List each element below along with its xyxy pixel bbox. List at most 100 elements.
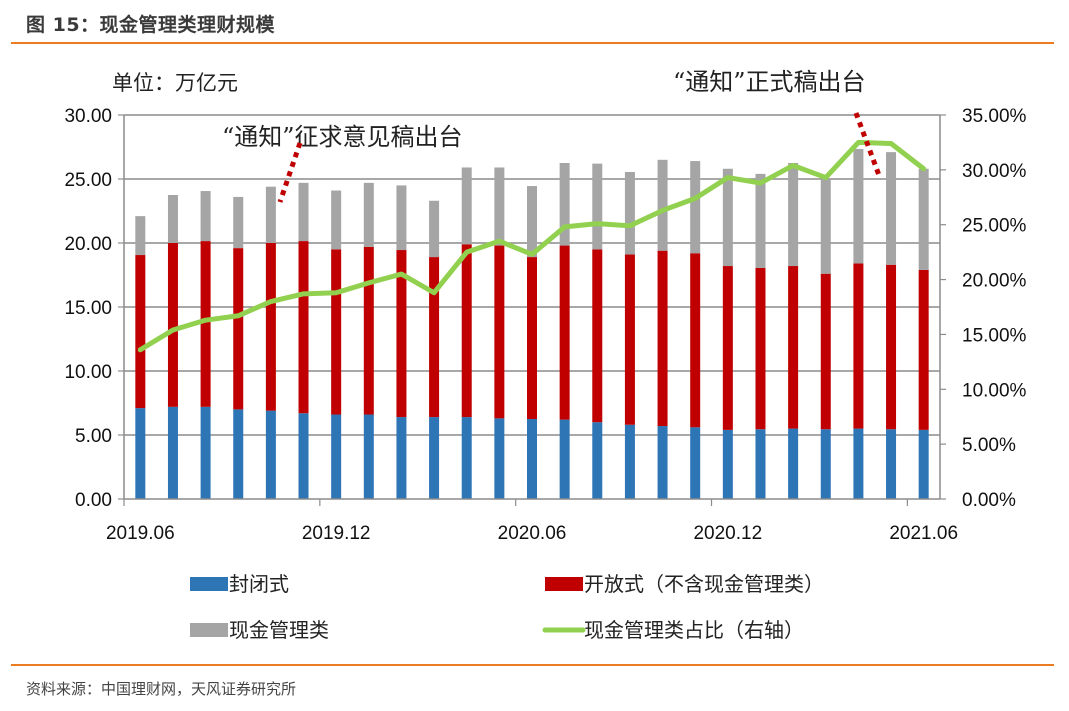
bar-segment-cash <box>429 200 440 258</box>
unit-label: 单位：万亿元 <box>112 71 238 95</box>
bar-segment-open <box>331 249 342 415</box>
y2-tick-label: 15.00% <box>962 325 1027 346</box>
bar-segment-closed <box>886 429 897 499</box>
bar-segment-closed <box>200 406 211 499</box>
bar-segment-closed <box>853 428 864 499</box>
annotations: 单位：万亿元 “通知”征求意见稿出台 “通知”正式稿出台 <box>112 68 883 203</box>
y-tick-label: 25.00 <box>64 170 112 191</box>
bar-segment-open <box>135 255 146 409</box>
bar-segment-closed <box>396 417 407 499</box>
legend-label-open: 开放式（不含现金管理类） <box>584 572 824 596</box>
bar-segment-cash <box>461 167 472 245</box>
bar-segment-open <box>853 263 864 429</box>
x-tick-label: 2020.06 <box>498 523 567 544</box>
bar-segment-closed <box>233 409 244 499</box>
bar-segment-cash <box>200 191 211 242</box>
bar-segment-open <box>657 250 668 427</box>
bar-segment-closed <box>592 422 603 499</box>
y-tick-label: 5.00 <box>75 426 112 447</box>
bar-segment-closed <box>494 418 505 499</box>
bar-segment-cash <box>592 163 603 250</box>
annotation-draft-pointer <box>277 142 303 203</box>
bar-segment-cash <box>559 163 570 246</box>
bar-segment-closed <box>265 410 276 499</box>
bar-segment-open <box>690 253 701 428</box>
bar-segment-cash <box>331 190 342 250</box>
bar-segment-closed <box>788 428 799 499</box>
bar-segment-open <box>396 250 407 418</box>
bar-segment-cash <box>918 168 929 270</box>
y-tick-label: 30.00 <box>64 106 112 127</box>
bar-segment-cash <box>298 182 309 242</box>
bar-segment-cash <box>755 173 766 268</box>
y-tick-label: 15.00 <box>64 298 112 319</box>
bar-segment-closed <box>135 408 146 499</box>
x-tick-label: 2019.12 <box>302 523 371 544</box>
bar-segment-closed <box>527 419 537 499</box>
bar-segment-open <box>820 273 831 430</box>
bar-segment-cash <box>527 186 537 258</box>
bar-segment-open <box>461 244 472 418</box>
source-note: 资料来源：中国理财网，天风证券研究所 <box>26 680 297 698</box>
bar-segment-open <box>527 257 537 419</box>
y-tick-label: 0.00 <box>75 490 112 511</box>
bar-segment-closed <box>918 429 929 499</box>
bar-segment-open <box>429 257 440 418</box>
bar-segment-closed <box>429 417 440 499</box>
figure-title: 图 15：现金管理类理财规模 <box>26 14 276 36</box>
bar-segment-closed <box>820 429 831 499</box>
bar-segment-open <box>755 267 766 430</box>
bar-series <box>135 148 929 499</box>
bar-segment-cash <box>624 171 635 255</box>
y2-tick-label: 10.00% <box>962 380 1027 401</box>
bar-segment-cash <box>494 167 505 246</box>
bar-segment-open <box>592 249 603 423</box>
y-tick-label: 20.00 <box>64 234 112 255</box>
y2-tick-label: 20.00% <box>962 271 1027 292</box>
bar-segment-closed <box>755 429 766 499</box>
y2-tick-label: 0.00% <box>962 490 1016 511</box>
source-divider <box>11 664 1054 666</box>
legend: 封闭式 开放式（不含现金管理类） 现金管理类 现金管理类占比（右轴） <box>190 572 824 642</box>
bar-segment-cash <box>363 182 374 247</box>
legend-label-ratio: 现金管理类占比（右轴） <box>584 618 804 642</box>
bar-segment-closed <box>657 426 668 499</box>
bar-segment-closed <box>624 424 635 499</box>
bar-segment-cash <box>657 159 668 251</box>
bar-segment-open <box>722 266 733 430</box>
annotation-final: “通知”正式稿出台 <box>673 68 866 96</box>
bar-segment-closed <box>298 413 309 499</box>
axes: 0.00 5.00 10.00 15.00 20.00 25.00 30.00 0.00% 5.… <box>64 106 1026 544</box>
legend-swatch-open <box>545 577 583 591</box>
bar-segment-open <box>788 266 799 429</box>
bar-segment-open <box>233 248 244 410</box>
bar-segment-cash <box>396 185 407 251</box>
bar-segment-cash <box>233 196 244 249</box>
bar-segment-cash <box>265 186 276 243</box>
bar-segment-closed <box>722 429 733 499</box>
annotation-final-pointer <box>853 112 883 179</box>
bar-segment-open <box>167 243 178 407</box>
bar-segment-closed <box>331 414 342 499</box>
bar-segment-closed <box>690 427 701 499</box>
title-divider <box>11 42 1054 44</box>
bar-segment-cash <box>886 152 897 265</box>
legend-label-closed: 封闭式 <box>229 572 289 596</box>
line-series <box>137 139 927 353</box>
bar-segment-closed <box>461 417 472 499</box>
bar-segment-open <box>624 254 635 425</box>
bar-segment-open <box>918 269 929 430</box>
y2-tick-label: 25.00% <box>962 216 1027 237</box>
y2-tick-label: 5.00% <box>962 435 1016 456</box>
bar-segment-closed <box>559 419 570 499</box>
bar-segment-cash <box>167 195 178 243</box>
y-tick-label: 10.00 <box>64 362 112 383</box>
bar-segment-cash <box>820 179 831 274</box>
x-tick-label: 2021.06 <box>889 523 958 544</box>
legend-label-cash: 现金管理类 <box>229 618 329 642</box>
x-tick-label: 2020.12 <box>693 523 762 544</box>
bar-segment-cash <box>690 161 701 254</box>
bar-segment-closed <box>363 414 374 499</box>
bar-segment-open <box>298 241 309 414</box>
